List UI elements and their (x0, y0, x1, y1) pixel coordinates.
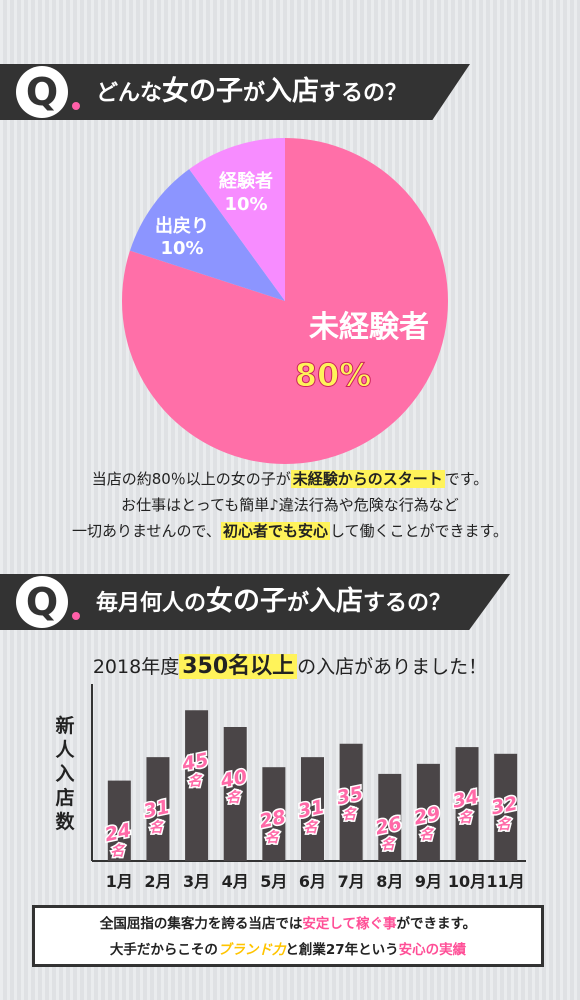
footer-box: 全国屈指の集客力を誇る当店では安定して稼ぐ事ができます。 大手だからこそのブラン… (32, 905, 544, 967)
x-tick-label: 11月 (487, 872, 525, 891)
q1-part: するの？ (319, 81, 408, 106)
question-banner-1: Q どんな女の子が入店するの？ (0, 64, 470, 120)
bar (223, 727, 247, 861)
footer-text: 全国屈指の集客力を誇る当店では (99, 916, 303, 932)
bar-data-label: 35 (335, 782, 365, 809)
bar-data-label-unit: 名 (497, 816, 512, 833)
q-icon: Q (16, 576, 68, 628)
q1-part-strong: 入店 (265, 76, 320, 107)
pie-slice-2 (189, 138, 285, 301)
bar-data-label-unit: 名 (226, 789, 241, 806)
pie-label-inexperienced: 未経験者 (309, 310, 429, 345)
banner-background (0, 64, 470, 120)
q-icon: Q (16, 66, 68, 118)
question-banner-2: Q 毎月何人の女の子が入店するの？ (0, 574, 510, 630)
x-tick-label: 8月 (376, 872, 403, 891)
subtitle-highlight: 350名以上 (179, 654, 298, 679)
bar-data-label-unit: 名 (188, 772, 203, 789)
footer-line-2: 大手だからこそのブランド力と創業27年という安心の実績 (35, 937, 541, 963)
bar (107, 780, 131, 861)
subtitle-text: の入店がありました！ (297, 656, 488, 678)
footer-brand-highlight: ブランド力 (217, 942, 286, 958)
bar-data-label-unit: 名 (110, 843, 125, 860)
footer-text: 大手だからこその (109, 942, 218, 958)
footer-text: ができます。 (396, 916, 477, 932)
subtitle-text: 2018年度 (92, 656, 180, 678)
bar-data-label-unit: 名 (342, 806, 357, 823)
y-axis-label-char: 店 (55, 787, 75, 809)
desc-line-1: 当店の約80％以上の女の子が 未経験からのスタート です。 (0, 466, 580, 492)
q2-part: が (287, 591, 310, 616)
bar (416, 763, 440, 861)
x-tick-label: 5月 (260, 872, 287, 891)
x-tick-label: 4月 (222, 872, 249, 891)
bar-data-label: 45 (179, 749, 210, 776)
footer-text: と創業27年という (285, 942, 399, 958)
footer-line-1: 全国屈指の集客力を誇る当店では安定して稼ぐ事ができます。 (35, 911, 541, 937)
bar (301, 757, 324, 861)
q1-part: どんな (96, 81, 163, 106)
desc-highlight: 初心者でも安心 (220, 522, 330, 540)
pie-label-experienced: 経験者 (219, 170, 273, 192)
y-axis-label: 新人入店数 (50, 714, 80, 834)
bar (146, 757, 170, 861)
x-tick-label: 10月 (448, 872, 486, 891)
x-tick-label: 9月 (415, 872, 442, 891)
q1-part: が (243, 81, 266, 106)
bar-data-label-unit: 名 (381, 836, 396, 853)
bar (185, 710, 209, 861)
pie-value-experienced: 10% (224, 194, 267, 215)
y-axis-label-char: 入 (55, 763, 75, 785)
q1-part-strong: 女の子 (162, 76, 244, 107)
bar (494, 753, 518, 861)
bar-data-label: 28 (257, 806, 287, 833)
bar-chart: 24名1月31名2月45名3月40名4月28名5月31名6月35名7月26名8月… (91, 684, 526, 891)
question-text-2: 毎月何人の女の子が入店するの？ (96, 574, 451, 630)
desc-line-2: お仕事はとっても簡単♪違法行為や危険な行為など (121, 496, 459, 514)
desc-text: して働くことができます。 (329, 522, 509, 540)
bar-data-label-unit: 名 (265, 829, 280, 846)
banner-background (0, 574, 510, 630)
bar-data-label-unit: 名 (458, 809, 473, 826)
pie-slice-1 (129, 169, 285, 301)
desc-text: 一切ありませんので、 (71, 522, 221, 540)
q-dot (72, 612, 80, 620)
x-tick-label: 3月 (183, 872, 210, 891)
desc-line-3: 一切ありませんので、 初心者でも安心 して働くことができます。 (0, 518, 580, 544)
pie-value-returning: 10% (160, 238, 203, 259)
q2-part: するの？ (363, 591, 452, 616)
q2-part: 毎月何人の (96, 591, 207, 616)
x-tick-label: 1月 (106, 872, 133, 891)
bar (378, 773, 402, 861)
bar (339, 743, 363, 861)
bar-data-label-unit: 名 (419, 826, 434, 843)
q2-part-strong: 女の子 (206, 586, 288, 617)
footer-highlight: 安心の実績 (398, 942, 467, 958)
y-axis-label-char: 数 (55, 811, 75, 833)
footer-highlight: 安定して稼ぐ事 (302, 916, 397, 932)
q-dot (72, 102, 80, 110)
pie-chart: 未経験者 80% 出戻り 10% 経験者 10% (122, 138, 448, 464)
bar-data-label-unit: 名 (304, 819, 319, 836)
description-1: 当店の約80％以上の女の子が 未経験からのスタート です。 お仕事はとっても簡単♪違… (0, 466, 580, 544)
pie-value-inexperienced: 80% (295, 356, 372, 394)
bar-data-label: 32 (489, 792, 519, 819)
bar (262, 767, 286, 861)
desc-text: です。 (444, 470, 489, 488)
y-axis-label-char: 人 (55, 739, 75, 761)
question-text-1: どんな女の子が入店するの？ (96, 64, 407, 120)
x-tick-label: 7月 (338, 872, 365, 891)
x-tick-label: 6月 (299, 872, 326, 891)
y-axis-label-char: 新 (55, 715, 75, 737)
x-tick-label: 2月 (144, 872, 171, 891)
q2-part-strong: 入店 (309, 586, 364, 617)
desc-text: 当店の約80％以上の女の子が (91, 470, 291, 488)
desc-highlight: 未経験からのスタート (290, 470, 445, 488)
bar (455, 747, 479, 861)
pie-label-returning: 出戻り (155, 215, 209, 237)
bar-data-label-unit: 名 (149, 819, 164, 836)
chart-subtitle: 2018年度 350名以上 の入店がありました！ (0, 648, 580, 680)
